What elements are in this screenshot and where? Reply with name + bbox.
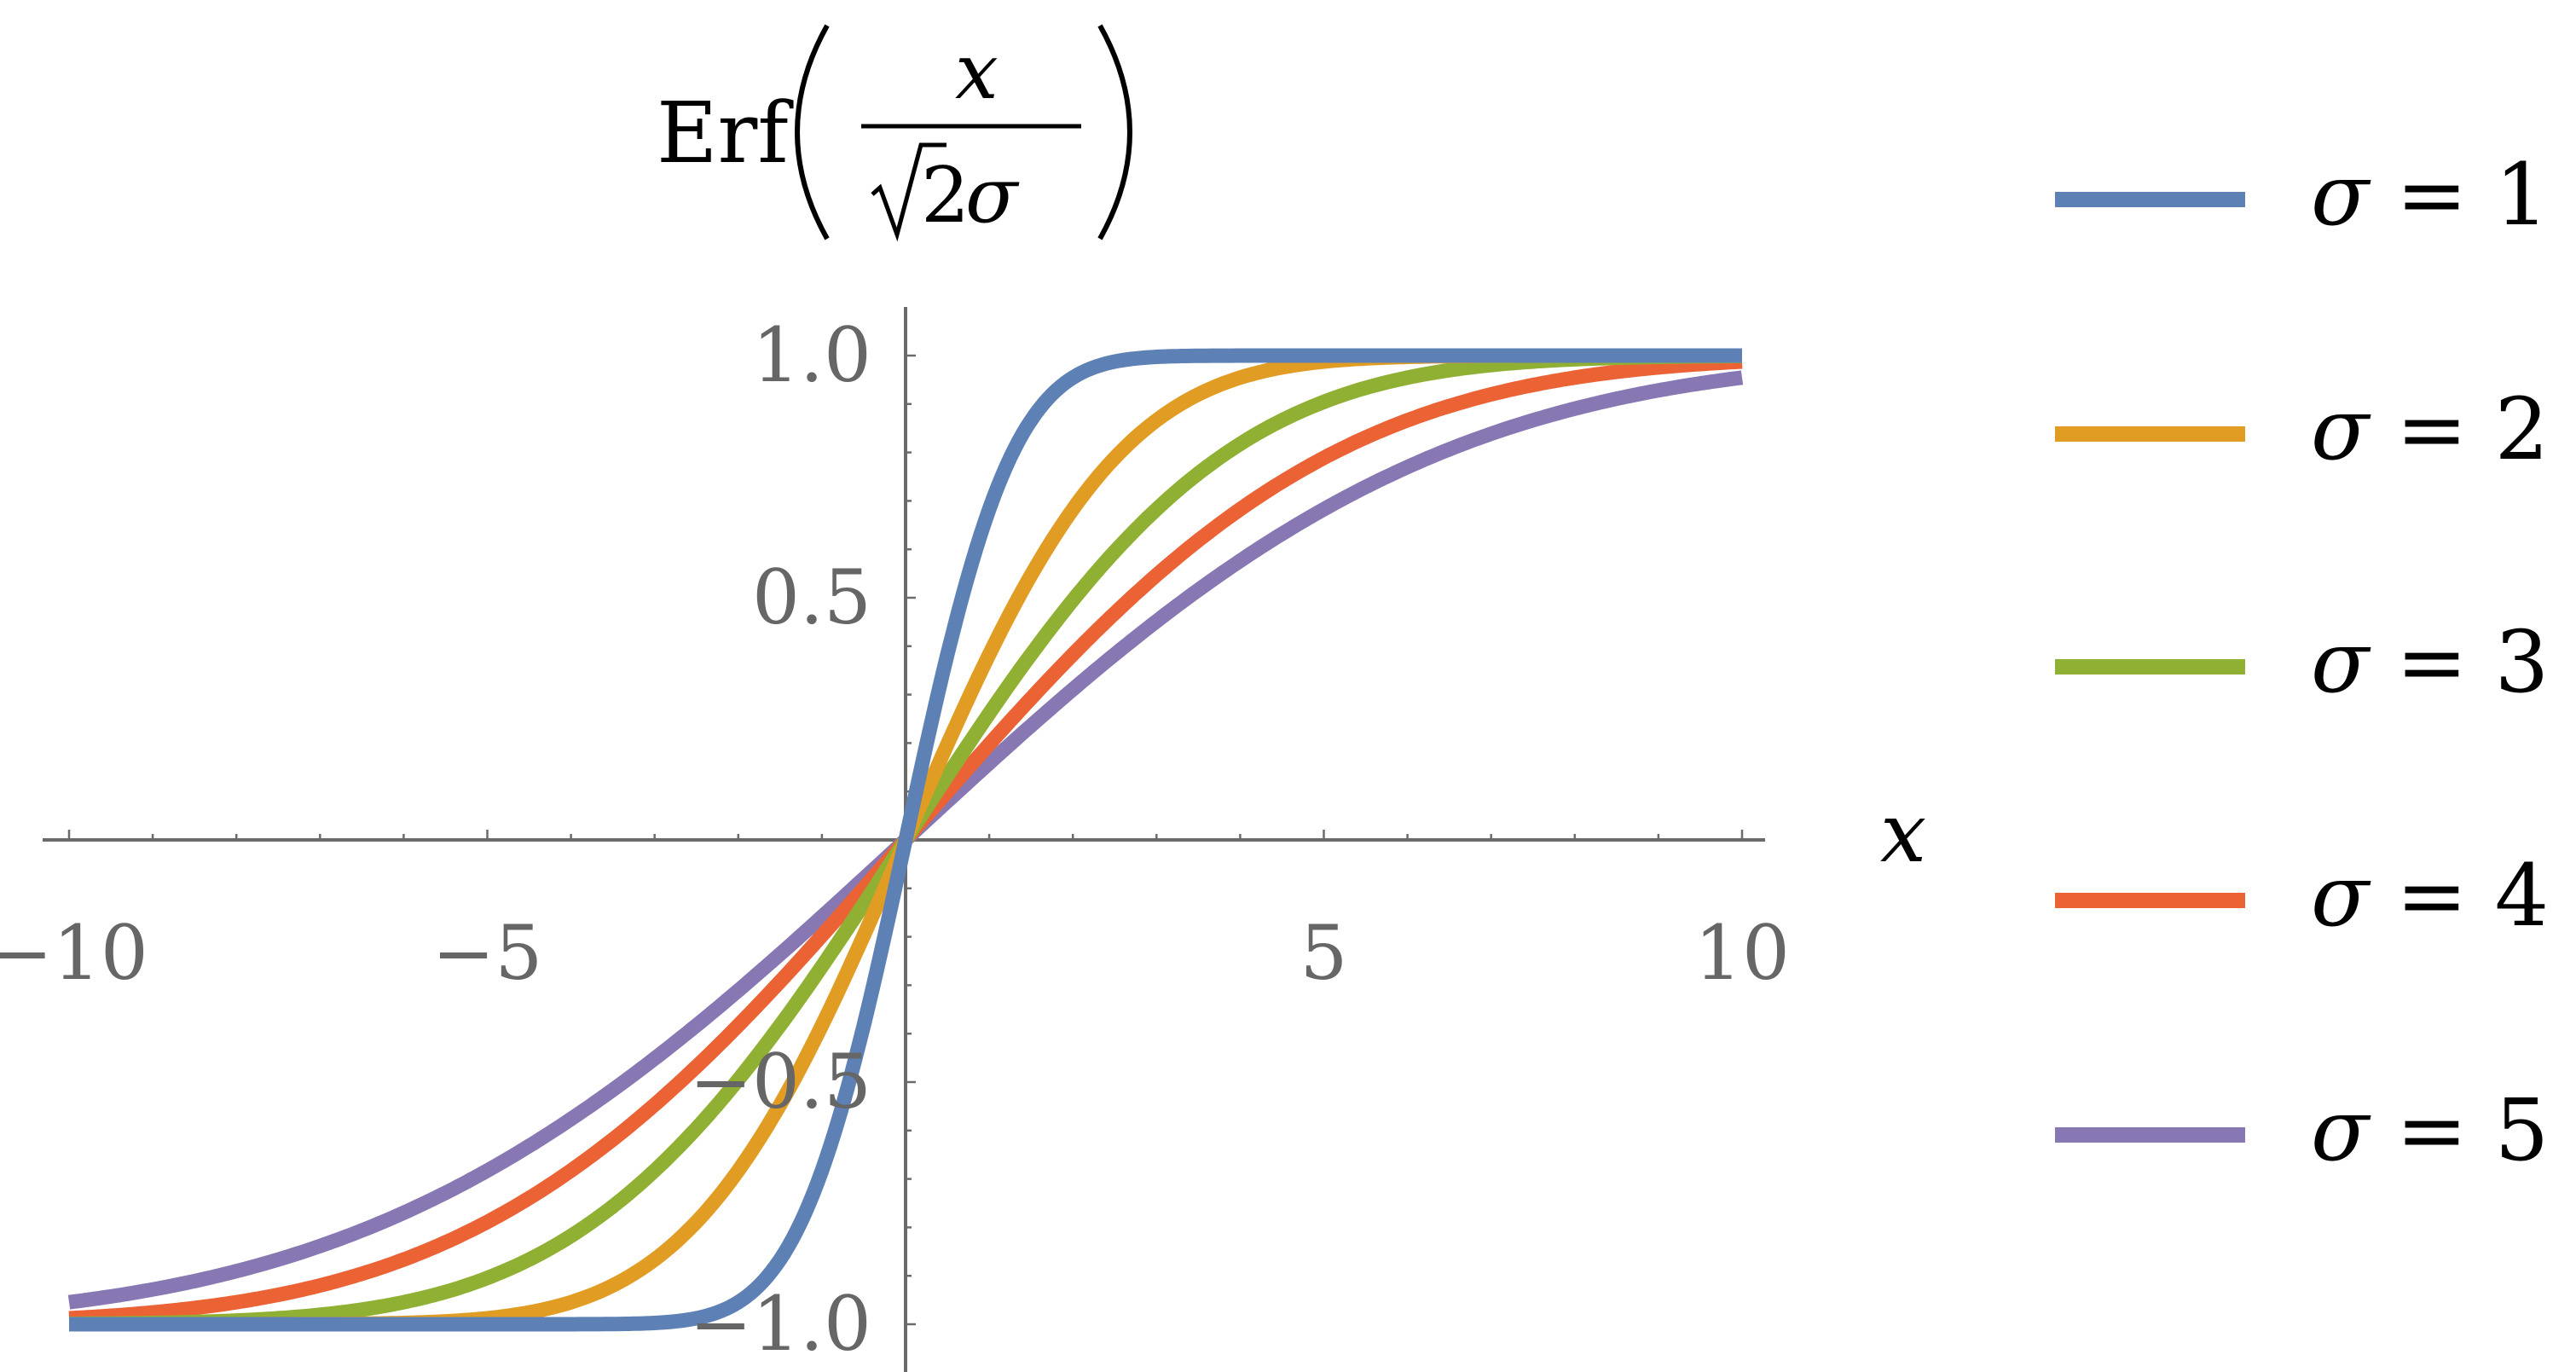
legend-swatch [2055,893,2245,908]
y-tick-label: 1.0 [752,311,871,399]
x-tick-label: 5 [1300,909,1348,997]
legend-label: σ = 2 [2311,379,2549,479]
title-numerator: x [955,27,999,117]
y-tick-label: 0.5 [752,553,871,641]
legend-symbol: σ [2311,145,2370,245]
title-sqrt-icon [871,142,946,242]
legend-item-sigma-4: σ = 4 [2055,846,2567,957]
legend-symbol: σ [2311,846,2370,946]
legend-label: σ = 3 [2311,612,2549,712]
title-func: Erf [657,85,794,182]
x-tick-label: −5 [432,909,543,997]
legend-item-sigma-5: σ = 5 [2055,1080,2567,1191]
x-axis-label: x [1880,785,1926,881]
y-tick-label: −1.0 [689,1280,871,1368]
legend-item-sigma-1: σ = 1 [2055,145,2567,256]
legend-value: 1 [2494,145,2550,245]
title-denominator-var: σ [965,151,1020,240]
legend-equals: = [2369,1080,2495,1180]
legend-value: 3 [2494,612,2550,712]
legend-swatch [2055,192,2245,207]
legend-equals: = [2369,612,2495,712]
x-tick-label: 10 [1694,909,1790,997]
legend-equals: = [2369,379,2495,479]
legend-swatch [2055,426,2245,442]
legend-swatch [2055,659,2245,674]
legend-item-sigma-2: σ = 2 [2055,379,2567,490]
title-left-paren [795,24,830,240]
chart-title: Erf x 2 σ [657,24,1132,242]
legend-symbol: σ [2311,1080,2370,1180]
legend-item-sigma-3: σ = 3 [2055,612,2567,723]
legend-value: 4 [2494,846,2550,946]
legend-swatch [2055,1127,2245,1143]
legend-value: 2 [2494,379,2550,479]
tick-labels: −10 −5 5 10 1.0 0.5 −0.5 −1.0 [0,311,1790,1368]
title-denominator-root: 2 [921,151,970,240]
title-right-paren [1097,24,1132,240]
legend-value: 5 [2494,1080,2550,1180]
legend-label: σ = 5 [2311,1080,2549,1180]
legend-label: σ = 1 [2311,145,2549,245]
x-tick-label: −10 [0,909,148,997]
legend-equals: = [2369,846,2495,946]
y-tick-label: −0.5 [689,1038,871,1126]
legend-label: σ = 4 [2311,846,2549,946]
curves [66,348,1745,1332]
curve-sigma-1 [66,348,1745,1332]
legend-equals: = [2369,145,2495,245]
legend-symbol: σ [2311,379,2370,479]
legend-symbol: σ [2311,612,2370,712]
